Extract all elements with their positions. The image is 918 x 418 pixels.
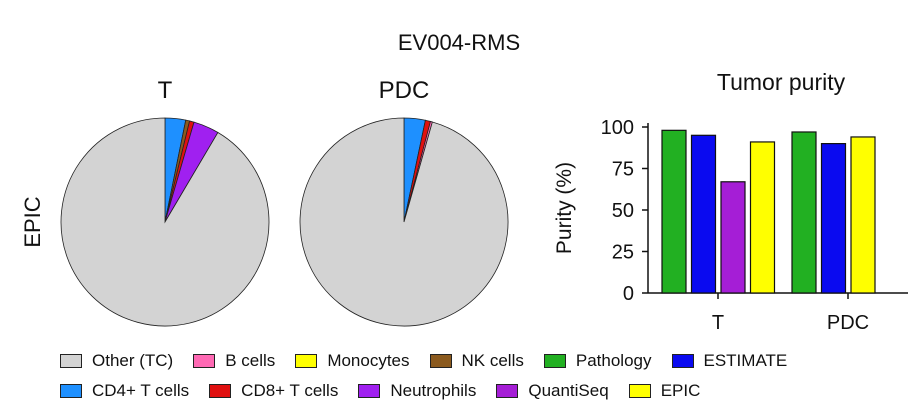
- bar-epic-pdc: [850, 136, 876, 294]
- legend-swatch: [543, 354, 566, 368]
- bar-y-tick-label: 50: [612, 200, 634, 222]
- legend-label: Neutrophils: [390, 381, 477, 400]
- legend-item: CD4+ T cells: [60, 381, 189, 401]
- bar-quantiseq-t: [720, 181, 746, 294]
- legend-swatch: [209, 384, 232, 398]
- bar-pathology-pdc: [791, 131, 817, 294]
- legend-label: NK cells: [461, 351, 524, 370]
- legend-label: Monocytes: [327, 351, 410, 370]
- legend-swatch: [429, 354, 452, 368]
- row-label: EPIC: [20, 196, 45, 247]
- legend-label: CD8+ T cells: [241, 381, 339, 400]
- legend-item: Other (TC): [60, 351, 173, 371]
- legend-swatch: [628, 384, 651, 398]
- legend-swatch: [671, 354, 694, 368]
- legend-label: CD4+ T cells: [92, 381, 190, 400]
- legend-label: Other (TC): [92, 351, 174, 370]
- legend-item: CD8+ T cells: [209, 381, 338, 401]
- legend-swatch: [496, 384, 519, 398]
- pie-title-pdc: PDC: [379, 77, 430, 104]
- legend-item: B cells: [193, 351, 275, 371]
- pie-chart-pdc: PDC: [299, 77, 509, 327]
- legend-row: CD4+ T cells CD8+ T cells Neutrophils Quant…: [60, 376, 910, 406]
- bar-y-tick-label: 0: [623, 283, 634, 305]
- bar-x-tick-label: T: [712, 312, 724, 334]
- pie-slice-other-tc: [60, 117, 270, 327]
- bar-x-tick-label: PDC: [827, 312, 869, 334]
- legend-label: B cells: [225, 351, 276, 370]
- legend-label: Pathology: [575, 351, 652, 370]
- legend-swatch: [193, 354, 216, 368]
- bar-chart-title: Tumor purity: [717, 69, 846, 95]
- bar-y-tick-label: 25: [612, 242, 634, 264]
- pie-title-t: T: [158, 77, 173, 104]
- legend-label: QuantiSeq: [528, 381, 609, 400]
- legend-swatch: [60, 384, 82, 398]
- legend-swatch: [60, 354, 82, 368]
- legend-label: ESTIMATE: [703, 351, 788, 370]
- legend-label: EPIC: [660, 381, 701, 400]
- pie-slice-other-tc: [299, 117, 509, 327]
- legend-item: EPIC: [628, 381, 701, 401]
- bar-y-tick-label: 75: [612, 159, 634, 181]
- pie-chart-t: T: [60, 77, 270, 327]
- bar-y-tick-label: 100: [601, 117, 634, 139]
- bar-chart-tumor-purity: Tumor purity Purity (%) 0 25 50 75 100 T PDC: [553, 69, 908, 334]
- legend-item: NK cells: [429, 351, 524, 371]
- legend: Other (TC) B cells Monocytes NK cells Pathol…: [60, 346, 910, 406]
- bar-y-axis-label: Purity (%): [553, 162, 576, 254]
- legend-item: Pathology: [543, 351, 652, 371]
- legend-row: Other (TC) B cells Monocytes NK cells Pathol…: [60, 346, 910, 376]
- legend-swatch: [295, 354, 318, 368]
- legend-swatch: [358, 384, 381, 398]
- legend-item: QuantiSeq: [496, 381, 609, 401]
- figure: EV004-RMS EPIC T PDC Tumor purity Purity…: [20, 30, 908, 334]
- bar-estimate-t: [690, 134, 717, 294]
- figure-title: EV004-RMS: [398, 30, 520, 55]
- bar-epic-t: [749, 141, 776, 294]
- legend-item: Neutrophils: [358, 381, 476, 401]
- legend-item: Monocytes: [295, 351, 410, 371]
- bar-estimate-pdc: [820, 143, 847, 294]
- legend-item: ESTIMATE: [671, 351, 788, 371]
- bar-pathology-t: [661, 129, 687, 294]
